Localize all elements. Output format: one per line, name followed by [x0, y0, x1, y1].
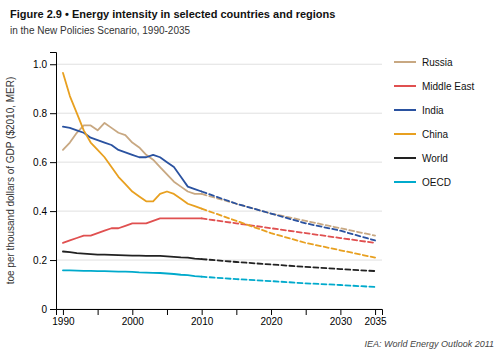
x-tick-label: 1990	[52, 316, 75, 327]
chart: Figure 2.9 • Energy intensity in selecte…	[0, 0, 500, 353]
line	[63, 218, 202, 242]
title: Figure 2.9 • Energy intensity in selecte…	[10, 8, 335, 20]
x-tick	[167, 309, 168, 315]
x-tick-mark	[132, 309, 133, 315]
y-tick: 0.8	[33, 108, 56, 119]
legend-swatch	[394, 181, 416, 183]
x-tick: 2020	[260, 309, 283, 327]
x-tick: 2030	[330, 309, 353, 327]
y-axis-line	[50, 53, 57, 310]
x-tick-mark	[375, 309, 376, 315]
x-tick: 2035	[364, 309, 387, 327]
projection-line	[202, 277, 375, 287]
y-tick-label: 0.2	[33, 255, 47, 266]
y-tick: 0.4	[33, 206, 56, 217]
x-axis: 1990 2000 2010 2020 2030 2035	[52, 309, 387, 327]
grid-line	[56, 162, 382, 163]
grid-line	[56, 211, 382, 212]
y-tick: 0	[41, 304, 56, 315]
y-tick-mark	[50, 162, 56, 163]
y-tick-label: 0	[41, 304, 47, 315]
grid-line	[56, 64, 382, 65]
projection-line	[202, 209, 375, 258]
y-tick-mark	[50, 113, 56, 114]
legend-label: OECD	[422, 177, 451, 188]
annotation: IEA: World Energy Outlook 2011	[365, 339, 494, 349]
line	[63, 127, 202, 192]
x-tick-label: 2010	[191, 316, 214, 327]
projection-line	[202, 192, 375, 241]
line	[63, 251, 202, 259]
legend: Russia Middle East India China World OECD	[394, 57, 474, 188]
x-tick: 2000	[122, 309, 145, 327]
line	[63, 73, 202, 209]
x-tick: 1990	[52, 309, 75, 327]
x-tick-label: 2000	[122, 316, 145, 327]
projection-line	[202, 259, 375, 271]
y-tick-mark	[50, 309, 56, 310]
x-tick: 2010	[191, 309, 214, 327]
plot: 1990 2000 2010 2020 2030 2035 0 0.2 0.4 0.6 0.8 1.0	[33, 53, 387, 328]
lines	[63, 73, 375, 287]
legend-label: World	[422, 153, 448, 164]
x-tick-mark	[167, 309, 168, 315]
y-tick-label: 0.6	[33, 157, 47, 168]
projection-line	[202, 218, 375, 242]
line	[63, 123, 202, 194]
x-tick-mark	[236, 309, 237, 315]
y-tick-mark	[50, 64, 56, 65]
x-axis-line	[57, 310, 383, 316]
y-tick-mark	[50, 211, 56, 212]
x-tick-label: 2035	[364, 316, 387, 327]
y-tick-label: 0.8	[33, 108, 47, 119]
x-tick-mark	[63, 309, 64, 315]
legend-label: Russia	[422, 57, 453, 68]
grid-line	[56, 113, 382, 114]
y-tick: 1.0	[33, 59, 56, 70]
y-tick-mark	[50, 260, 56, 261]
y-tick-label: 0.4	[33, 206, 47, 217]
subtitle: in the New Policies Scenario, 1990-2035	[10, 25, 191, 36]
grid	[56, 64, 382, 309]
x-tick-mark	[202, 309, 203, 315]
x-tick-mark	[271, 309, 272, 315]
legend-swatch	[394, 61, 416, 63]
legend-swatch	[394, 157, 416, 159]
y-tick: 0.6	[33, 157, 56, 168]
legend-swatch	[394, 85, 416, 87]
x-tick-mark	[98, 309, 99, 315]
y-axis-title: toe per thousand dollars of GDP ($2010, …	[5, 77, 16, 285]
x-tick	[236, 309, 237, 315]
y-axis: 0 0.2 0.4 0.6 0.8 1.0	[33, 53, 56, 315]
line	[63, 270, 202, 276]
legend-swatch	[394, 109, 416, 111]
y-tick: 0.2	[33, 255, 56, 266]
x-tick-label: 2030	[330, 316, 353, 327]
x-tick-mark	[306, 309, 307, 315]
y-tick-label: 1.0	[33, 59, 47, 70]
legend-label: India	[422, 105, 444, 116]
legend-label: Middle East	[422, 81, 474, 92]
legend-label: China	[422, 129, 449, 140]
x-tick-mark	[340, 309, 341, 315]
x-tick-label: 2020	[260, 316, 283, 327]
x-tick	[98, 309, 99, 315]
legend-swatch	[394, 133, 416, 135]
x-tick	[306, 309, 307, 315]
